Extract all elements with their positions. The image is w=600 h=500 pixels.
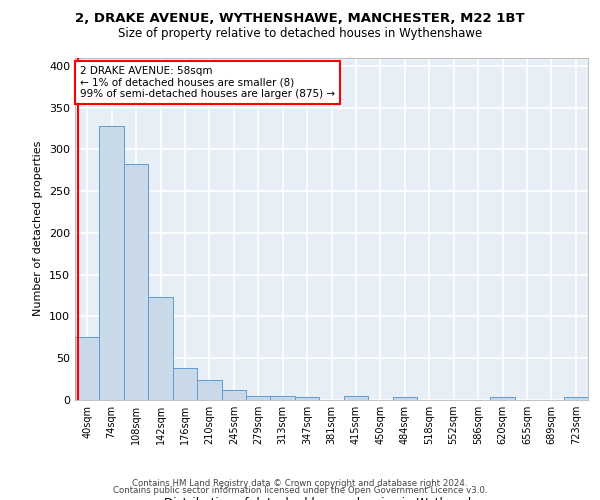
X-axis label: Distribution of detached houses by size in Wythenshawe: Distribution of detached houses by size …: [164, 497, 499, 500]
Y-axis label: Number of detached properties: Number of detached properties: [34, 141, 43, 316]
Bar: [271, 396, 295, 400]
Bar: [173, 368, 197, 400]
Bar: [124, 164, 148, 400]
Text: Contains public sector information licensed under the Open Government Licence v3: Contains public sector information licen…: [113, 486, 487, 495]
Bar: [295, 398, 319, 400]
Bar: [100, 126, 124, 400]
Bar: [344, 396, 368, 400]
Bar: [148, 297, 173, 400]
Text: Contains HM Land Registry data © Crown copyright and database right 2024.: Contains HM Land Registry data © Crown c…: [132, 478, 468, 488]
Bar: [490, 398, 515, 400]
Text: 2 DRAKE AVENUE: 58sqm
← 1% of detached houses are smaller (8)
99% of semi-detach: 2 DRAKE AVENUE: 58sqm ← 1% of detached h…: [80, 66, 335, 100]
Bar: [563, 398, 588, 400]
Text: Size of property relative to detached houses in Wythenshawe: Size of property relative to detached ho…: [118, 28, 482, 40]
Bar: [75, 338, 100, 400]
Bar: [392, 398, 417, 400]
Bar: [197, 380, 221, 400]
Text: 2, DRAKE AVENUE, WYTHENSHAWE, MANCHESTER, M22 1BT: 2, DRAKE AVENUE, WYTHENSHAWE, MANCHESTER…: [75, 12, 525, 26]
Bar: [246, 396, 271, 400]
Bar: [221, 390, 246, 400]
